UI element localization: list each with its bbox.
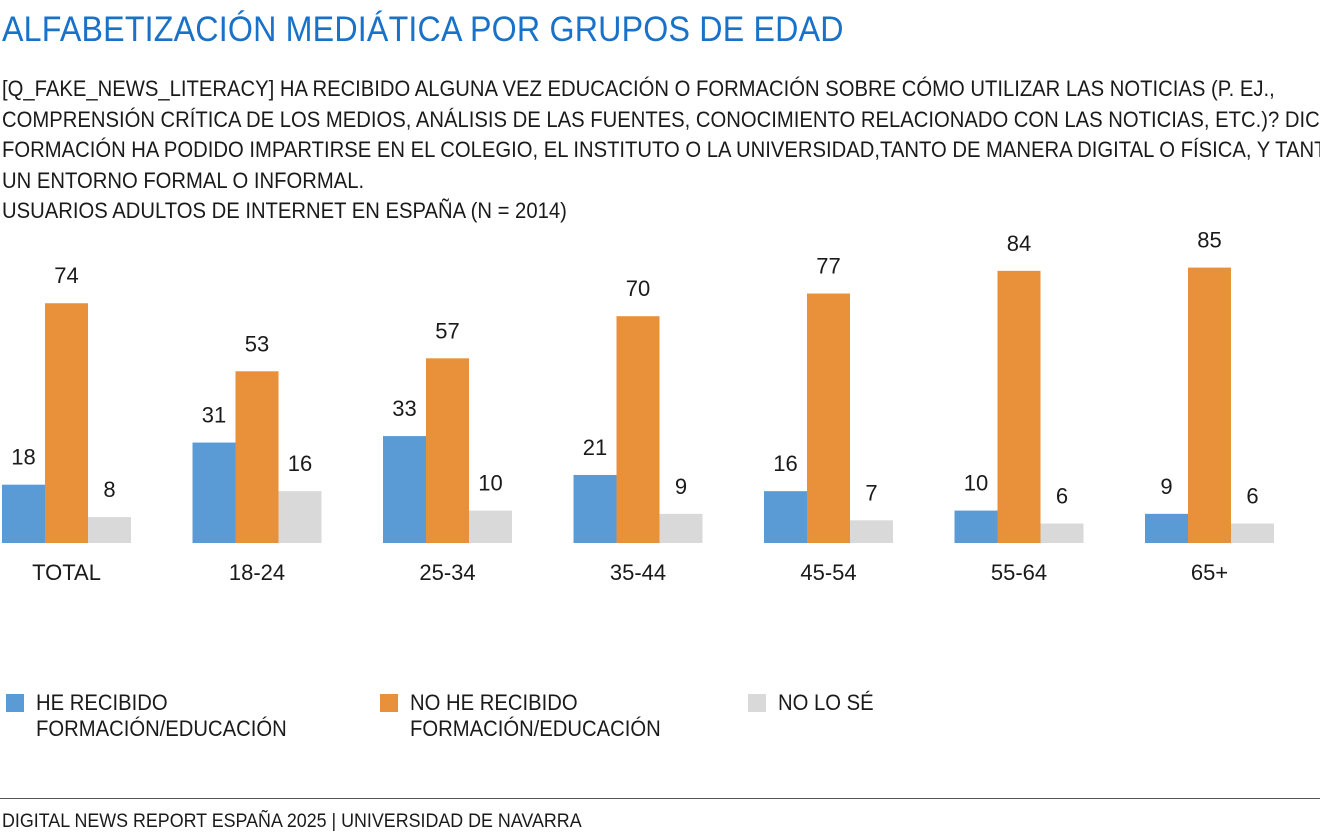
category-label: 45-54 [800, 560, 856, 585]
bar-65-series-1 [1145, 513, 1188, 543]
data-label: 33 [392, 396, 416, 421]
legend-swatch-received [6, 694, 24, 712]
category-label: TOTAL [32, 560, 101, 585]
subtitle-line: UN ENTORNO FORMAL O INFORMAL. [2, 167, 365, 193]
data-label: 74 [54, 263, 78, 288]
subtitle-line: COMPRENSIÓN CRÍTICA DE LOS MEDIOS, ANÁLI… [2, 106, 1320, 132]
legend-label-line: FORMACIÓN/EDUCACIÓN [410, 716, 661, 741]
bar-total-series-3 [88, 517, 131, 543]
bar-18-24-series-3 [278, 491, 322, 543]
data-label: 6 [1246, 484, 1258, 509]
bar-25-34-series-1 [383, 436, 426, 543]
bar-35-44-series-1 [573, 474, 617, 543]
bar-18-24-series-2 [235, 371, 279, 543]
bar-65-series-3 [1231, 523, 1274, 543]
bar-45-54-series-2 [807, 293, 850, 543]
legend-label-line: NO LO SÉ [778, 690, 874, 715]
data-label: 9 [1160, 474, 1172, 499]
data-label: 57 [435, 318, 459, 343]
legend-label-line: FORMACIÓN/EDUCACIÓN [36, 716, 287, 741]
bar-total-series-1 [2, 484, 45, 543]
subtitle-line: USUARIOS ADULTOS DE INTERNET EN ESPAÑA (… [2, 198, 567, 223]
footer-source: DIGITAL NEWS REPORT ESPAÑA 2025 | UNIVER… [2, 811, 582, 832]
bar-18-24-series-1 [192, 442, 236, 543]
legend-label-line: NO HE RECIBIDO [410, 690, 578, 715]
data-label: 84 [1007, 231, 1031, 256]
bar-55-64-series-1 [954, 510, 998, 543]
category-label: 65+ [1191, 560, 1228, 585]
legend-label-line: HE RECIBIDO [36, 690, 168, 715]
data-label: 10 [478, 471, 502, 496]
legend-label-not-received: NO HE RECIBIDO FORMACIÓN/EDUCACIÓN [410, 690, 661, 742]
bar-45-54-series-3 [850, 520, 893, 543]
bar-total-series-2 [45, 303, 88, 543]
data-label: 53 [245, 331, 269, 356]
bar-chart: 18 74 8 TOTAL 31 53 16 18-24 33 57 10 25-34 21 70 9 35-… [2, 228, 1274, 585]
subtitle-line: FORMACIÓN HA PODIDO IMPARTIRSE EN EL COL… [2, 137, 1320, 162]
bar-45-54-series-1 [764, 491, 807, 543]
data-label: 8 [103, 477, 115, 502]
bar-55-64-series-2 [997, 270, 1041, 543]
data-label: 77 [816, 254, 840, 279]
footer-divider [0, 798, 1320, 799]
data-label: 6 [1056, 484, 1068, 509]
legend-label-received: HE RECIBIDO FORMACIÓN/EDUCACIÓN [36, 690, 287, 742]
category-label: 25-34 [419, 560, 475, 585]
legend-label-dont-know: NO LO SÉ [778, 690, 874, 716]
subtitle-line: [Q_FAKE_NEWS_LITERACY] HA RECIBIDO ALGUN… [2, 76, 1275, 101]
data-label: 18 [11, 445, 35, 470]
category-label: 18-24 [229, 560, 285, 585]
data-label: 21 [583, 435, 607, 460]
data-label: 31 [202, 403, 226, 428]
legend-swatch-not-received [380, 694, 398, 712]
bar-25-34-series-3 [469, 510, 512, 543]
data-label: 9 [675, 474, 687, 499]
category-label: 55-64 [991, 560, 1047, 585]
chart-subtitle: [Q_FAKE_NEWS_LITERACY] HA RECIBIDO ALGUN… [2, 74, 1320, 227]
data-label: 85 [1197, 228, 1221, 253]
data-label: 10 [964, 471, 988, 496]
legend-swatch-dont-know [748, 694, 766, 712]
bar-35-44-series-2 [616, 316, 660, 543]
chart-title: ALFABETIZACIÓN MEDIÁTICA POR GRUPOS DE E… [2, 10, 844, 49]
bar-25-34-series-2 [426, 358, 469, 543]
data-label: 70 [626, 276, 650, 301]
bar-65-series-2 [1188, 267, 1231, 543]
bar-55-64-series-3 [1040, 523, 1084, 543]
data-label: 16 [773, 451, 797, 476]
category-label: 35-44 [610, 560, 666, 585]
data-label: 16 [288, 451, 312, 476]
bar-35-44-series-3 [659, 513, 703, 543]
data-label: 7 [865, 480, 877, 505]
